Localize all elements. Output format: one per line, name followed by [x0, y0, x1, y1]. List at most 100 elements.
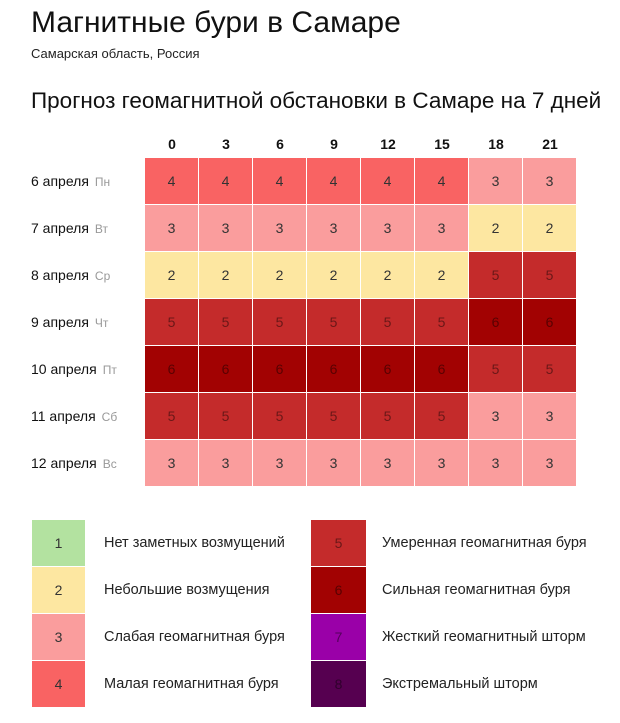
heatmap-cell: 2 [253, 252, 306, 298]
row-date: 10 апреля [31, 361, 97, 377]
heatmap-cell: 2 [523, 205, 576, 251]
row-weekday: Пн [94, 175, 111, 189]
legend-swatch: 6 [311, 567, 366, 613]
legend-swatch: 1 [32, 520, 85, 566]
heatmap-cell: 6 [361, 346, 414, 392]
heatmap-cell: 2 [415, 252, 468, 298]
legend-swatch: 2 [32, 567, 85, 613]
row-weekday: Пт [102, 363, 117, 377]
heatmap-cell: 3 [253, 205, 306, 251]
heatmap-cell: 5 [253, 299, 306, 345]
heatmap-cell: 5 [361, 299, 414, 345]
heatmap-cell: 3 [145, 205, 198, 251]
column-header-hour: 21 [542, 136, 558, 152]
legend-label: Нет заметных возмущений [104, 535, 285, 551]
heatmap-cell: 5 [307, 299, 360, 345]
row-weekday: Ср [94, 269, 111, 283]
heatmap-cell: 4 [415, 158, 468, 204]
legend-label: Небольшие возмущения [104, 582, 270, 598]
heatmap-cell: 5 [199, 393, 252, 439]
heatmap-cell: 5 [523, 252, 576, 298]
row-date: 8 апреля [31, 267, 89, 283]
heatmap-cell: 2 [307, 252, 360, 298]
heatmap-cell: 5 [469, 346, 522, 392]
heatmap-cell: 2 [361, 252, 414, 298]
legend-swatch: 7 [311, 614, 366, 660]
column-header-hour: 18 [488, 136, 504, 152]
row-date: 7 апреля [31, 220, 89, 236]
heatmap-cell: 6 [469, 299, 522, 345]
row-weekday: Вт [94, 222, 109, 236]
heatmap-cell: 3 [307, 440, 360, 486]
column-header-hour: 0 [168, 136, 176, 152]
row-label: 10 апреля Пт [31, 346, 117, 393]
row-date: 11 апреля [31, 408, 96, 424]
location-subtitle: Самарская область, Россия [31, 46, 200, 61]
legend-label: Жесткий геомагнитный шторм [382, 629, 586, 645]
row-weekday: Вс [102, 457, 117, 471]
heatmap-cell: 5 [523, 346, 576, 392]
heatmap-cell: 3 [361, 205, 414, 251]
heatmap-cell: 5 [307, 393, 360, 439]
heatmap-cell: 4 [199, 158, 252, 204]
row-label: 9 апреля Чт [31, 299, 108, 346]
heatmap-cell: 3 [307, 205, 360, 251]
heatmap-cell: 6 [145, 346, 198, 392]
row-date: 12 апреля [31, 455, 97, 471]
heatmap-cell: 3 [361, 440, 414, 486]
heatmap-cell: 3 [523, 440, 576, 486]
heatmap-cell: 3 [145, 440, 198, 486]
row-weekday: Чт [94, 316, 109, 330]
page-title: Магнитные бури в Самаре [31, 6, 401, 39]
row-label: 6 апреля Пн [31, 158, 110, 205]
legend-swatch: 5 [311, 520, 366, 566]
column-header-hour: 15 [434, 136, 450, 152]
legend-label: Умеренная геомагнитная буря [382, 535, 587, 551]
row-date: 9 апреля [31, 314, 89, 330]
heatmap-cell: 5 [145, 299, 198, 345]
heatmap-cell: 3 [253, 440, 306, 486]
heatmap-cell: 6 [253, 346, 306, 392]
heatmap-cell: 3 [199, 440, 252, 486]
heatmap-cell: 5 [253, 393, 306, 439]
heatmap-cell: 6 [199, 346, 252, 392]
heatmap-cell: 6 [415, 346, 468, 392]
forecast-title: Прогноз геомагнитной обстановки в Самаре… [31, 88, 602, 113]
heatmap-cell: 3 [523, 393, 576, 439]
legend-label: Экстремальный шторм [382, 676, 538, 692]
heatmap-cell: 3 [199, 205, 252, 251]
heatmap-cell: 3 [469, 393, 522, 439]
heatmap-cell: 4 [307, 158, 360, 204]
row-label: 11 апреля Сб [31, 393, 117, 440]
row-weekday: Сб [101, 410, 118, 424]
column-header-hour: 3 [222, 136, 230, 152]
heatmap-cell: 3 [415, 205, 468, 251]
column-header-hour: 12 [380, 136, 396, 152]
heatmap-cell: 4 [145, 158, 198, 204]
heatmap-cell: 5 [361, 393, 414, 439]
heatmap-cell: 3 [469, 158, 522, 204]
heatmap-cell: 3 [415, 440, 468, 486]
legend-swatch: 8 [311, 661, 366, 707]
heatmap-cell: 2 [469, 205, 522, 251]
heatmap-cell: 2 [199, 252, 252, 298]
heatmap-cell: 6 [523, 299, 576, 345]
heatmap-cell: 5 [145, 393, 198, 439]
legend-label: Слабая геомагнитная буря [104, 629, 285, 645]
heatmap-cell: 4 [361, 158, 414, 204]
column-header-hour: 6 [276, 136, 284, 152]
legend-label: Сильная геомагнитная буря [382, 582, 571, 598]
heatmap-cell: 5 [415, 393, 468, 439]
column-header-hour: 9 [330, 136, 338, 152]
row-date: 6 апреля [31, 173, 89, 189]
heatmap-cell: 3 [469, 440, 522, 486]
heatmap-cell: 2 [145, 252, 198, 298]
legend-swatch: 4 [32, 661, 85, 707]
heatmap-cell: 4 [253, 158, 306, 204]
heatmap-cell: 3 [523, 158, 576, 204]
heatmap-cell: 5 [415, 299, 468, 345]
heatmap-cell: 5 [199, 299, 252, 345]
heatmap-cell: 6 [307, 346, 360, 392]
row-label: 12 апреля Вс [31, 440, 117, 487]
